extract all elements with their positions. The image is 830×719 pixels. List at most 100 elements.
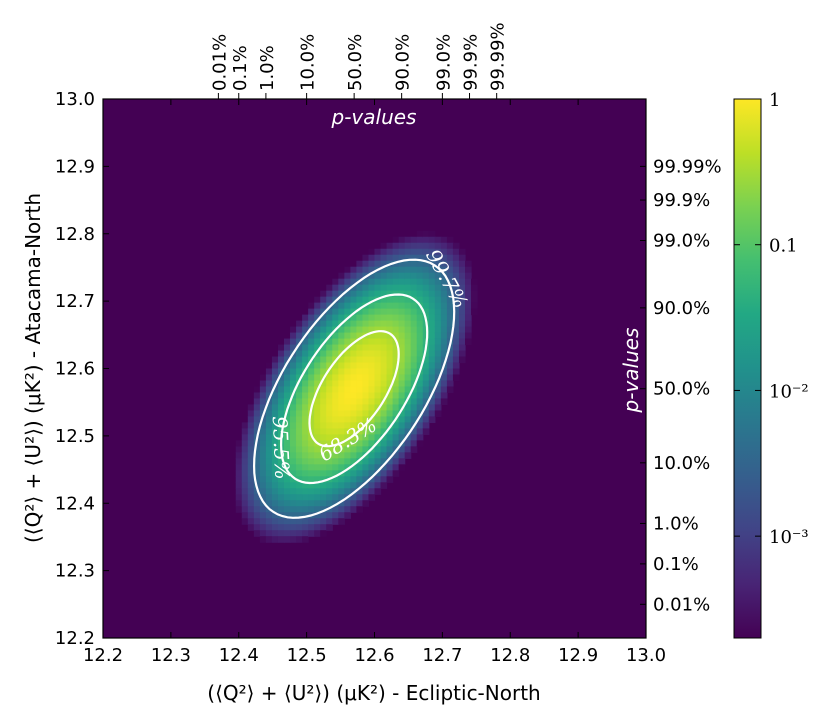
heatmap-cell — [314, 356, 321, 364]
heatmap-cell — [434, 392, 442, 400]
heatmap-cell — [271, 530, 279, 537]
heatmap-cell — [235, 476, 243, 483]
heatmap-cell — [410, 386, 418, 394]
heatmap-cell — [440, 290, 448, 298]
heatmap-cell — [277, 494, 285, 501]
heatmap-cell — [241, 518, 249, 525]
heatmap-cell — [404, 302, 412, 310]
heatmap-cell — [380, 446, 388, 453]
heatmap-cell — [434, 344, 442, 352]
heatmap-cell — [386, 284, 394, 292]
heatmap-cell — [410, 404, 418, 412]
heatmap-cell — [259, 374, 267, 382]
heatmap-cell — [296, 350, 303, 358]
heatmap-cell — [265, 536, 273, 543]
heatmap-cell — [356, 470, 364, 477]
heatmap-cell — [235, 494, 243, 501]
heatmap-cell — [253, 422, 261, 429]
heatmap-cell — [416, 374, 424, 382]
heatmap-cell — [434, 338, 442, 346]
heatmap-cell — [308, 338, 315, 346]
heatmap-cell — [404, 404, 412, 412]
heatmap-cell — [446, 386, 454, 394]
heatmap-cell — [398, 260, 406, 268]
heatmap-cell — [308, 314, 315, 322]
heatmap-cell — [326, 452, 333, 459]
heatmap-cell — [284, 446, 291, 453]
right-pvalue-tick-label: 50.0% — [653, 379, 710, 400]
colorbar-gradient — [733, 98, 762, 639]
heatmap-cell — [302, 392, 309, 400]
heatmap-cell — [277, 464, 285, 471]
heatmap-cell — [308, 422, 315, 429]
heatmap-cell — [374, 404, 382, 412]
heatmap-cell — [338, 518, 345, 525]
heatmap-cell — [356, 404, 364, 412]
heatmap-cell — [326, 314, 333, 322]
heatmap-cell — [338, 500, 345, 507]
x-tick-label: 13.0 — [626, 645, 666, 666]
heatmap-cell — [344, 296, 351, 304]
heatmap-cell — [284, 380, 291, 388]
heatmap-cell — [356, 272, 364, 280]
heatmap-cell — [290, 476, 297, 483]
heatmap-cell — [284, 368, 291, 376]
heatmap-cell — [277, 398, 285, 406]
heatmap-cell — [314, 368, 321, 376]
heatmap-cell — [356, 296, 364, 304]
heatmap-cell — [290, 416, 297, 423]
heatmap-cell — [284, 530, 291, 537]
heatmap-cell — [235, 446, 243, 453]
heatmap-cell — [428, 290, 436, 298]
heatmap-cell — [314, 530, 321, 537]
heatmap-cell — [422, 260, 430, 268]
heatmap-cell — [398, 362, 406, 370]
heatmap-cell — [332, 344, 339, 352]
heatmap-cell — [392, 284, 400, 292]
heatmap-cell — [302, 362, 309, 370]
heatmap-cell — [416, 362, 424, 370]
heatmap-cell — [440, 392, 448, 400]
heatmap-cell — [392, 422, 400, 429]
heatmap-cell — [344, 416, 351, 423]
heatmap-cell — [404, 296, 412, 304]
heatmap-cell — [253, 386, 261, 394]
heatmap-cell — [446, 320, 454, 328]
heatmap-cell — [368, 488, 376, 495]
heatmap-cell — [253, 530, 261, 537]
heatmap-cell — [320, 500, 327, 507]
heatmap-cell — [458, 260, 466, 268]
heatmap-cell — [290, 518, 297, 525]
heatmap-cell — [296, 530, 303, 537]
heatmap-cell — [296, 428, 303, 435]
heatmap-cell — [422, 380, 430, 388]
heatmap-cell — [314, 476, 321, 483]
heatmap-cell — [410, 248, 418, 256]
heatmap-cell — [416, 260, 424, 268]
heatmap-cell — [428, 254, 436, 262]
heatmap-cell — [344, 266, 351, 274]
heatmap-cell — [404, 362, 412, 370]
heatmap-cell — [410, 428, 418, 435]
top-pvalue-tick-label: 0.1% — [230, 45, 251, 91]
heatmap-cell — [290, 362, 297, 370]
heatmap-cell — [302, 458, 309, 465]
heatmap-cell — [374, 398, 382, 406]
heatmap-cell — [326, 284, 333, 292]
heatmap-cell — [332, 332, 339, 340]
heatmap-cell — [386, 290, 394, 298]
heatmap-cell — [326, 398, 333, 406]
heatmap-cell — [350, 452, 357, 459]
heatmap-cell — [440, 356, 448, 364]
heatmap-cell — [380, 308, 388, 316]
heatmap-cell — [253, 416, 261, 423]
heatmap-cell — [416, 416, 424, 423]
heatmap-cell — [380, 380, 388, 388]
heatmap-cell — [386, 464, 394, 471]
heatmap-cell — [404, 422, 412, 429]
heatmap-cell — [386, 350, 394, 358]
heatmap-cell — [350, 308, 357, 316]
heatmap-cell — [338, 278, 345, 286]
heatmap-cell — [404, 386, 412, 394]
heatmap-cell — [277, 422, 285, 429]
